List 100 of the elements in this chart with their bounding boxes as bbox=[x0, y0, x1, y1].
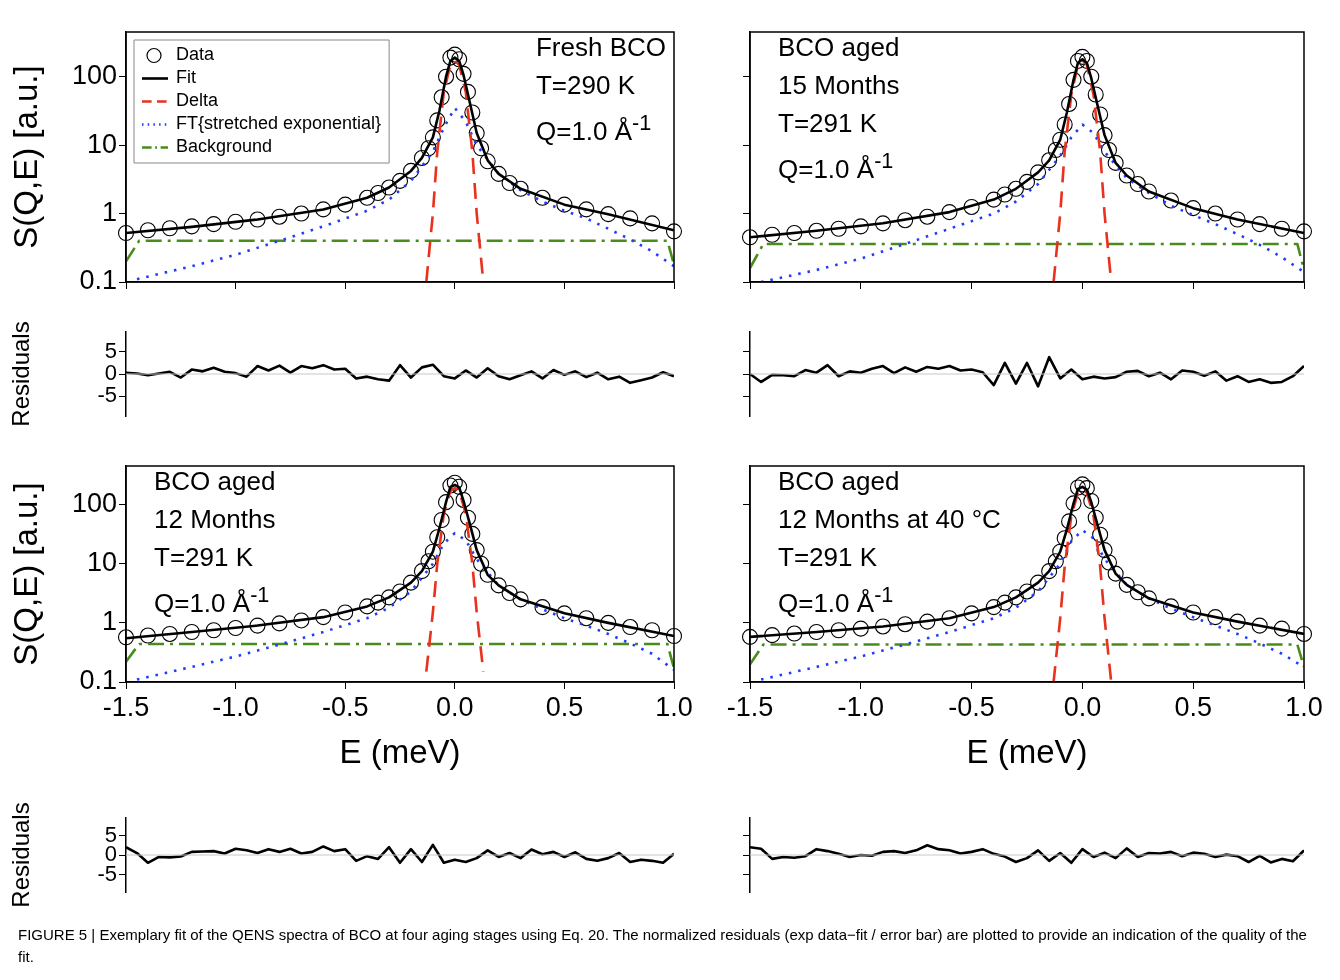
point bbox=[512, 180, 529, 197]
point bbox=[1065, 71, 1082, 88]
point bbox=[1083, 492, 1100, 510]
point bbox=[996, 186, 1013, 203]
point bbox=[446, 46, 463, 63]
point bbox=[420, 553, 437, 570]
x-tick-label: 1.0 bbox=[1285, 691, 1323, 722]
point bbox=[1295, 223, 1313, 240]
x-tick-label: -1.0 bbox=[837, 691, 885, 722]
point bbox=[600, 614, 617, 631]
point bbox=[852, 620, 869, 637]
point bbox=[644, 215, 661, 232]
point bbox=[183, 218, 200, 235]
point bbox=[1007, 589, 1024, 606]
annotation: 15 Months bbox=[778, 69, 900, 102]
point bbox=[1140, 183, 1157, 200]
y-tick-label: 0.1 bbox=[79, 265, 117, 296]
point bbox=[1056, 116, 1073, 133]
point bbox=[1129, 584, 1146, 601]
point bbox=[380, 589, 398, 606]
point bbox=[600, 206, 617, 223]
point bbox=[451, 478, 468, 495]
point bbox=[941, 610, 958, 627]
point bbox=[1074, 476, 1091, 493]
point bbox=[1018, 173, 1036, 190]
point bbox=[1185, 200, 1202, 217]
point bbox=[1118, 167, 1135, 184]
point bbox=[391, 172, 409, 189]
point bbox=[337, 196, 354, 213]
point bbox=[359, 189, 376, 206]
point bbox=[437, 494, 455, 511]
point bbox=[1018, 583, 1036, 600]
point bbox=[534, 189, 551, 206]
point bbox=[1083, 68, 1100, 85]
point bbox=[1007, 180, 1024, 197]
point bbox=[420, 140, 437, 157]
point bbox=[271, 615, 288, 632]
point bbox=[271, 208, 288, 225]
point bbox=[897, 212, 914, 229]
y-axis-title: Residuals bbox=[7, 321, 35, 427]
y-tick-label: 1 bbox=[101, 606, 117, 637]
point bbox=[205, 216, 222, 233]
point bbox=[665, 223, 683, 240]
point bbox=[446, 474, 463, 491]
point bbox=[874, 618, 892, 635]
x-tick-label: -0.5 bbox=[948, 691, 995, 722]
point bbox=[1107, 565, 1124, 582]
point bbox=[227, 213, 244, 230]
annotation: BCO aged bbox=[154, 465, 276, 498]
point bbox=[1065, 495, 1082, 512]
x-tick-label: 1.0 bbox=[655, 691, 693, 722]
point bbox=[337, 604, 354, 621]
point bbox=[249, 211, 266, 228]
point bbox=[1096, 542, 1113, 559]
point bbox=[764, 627, 781, 644]
point bbox=[479, 153, 496, 170]
y-tick-label: 5 bbox=[104, 337, 117, 363]
point bbox=[473, 140, 490, 157]
point bbox=[1100, 554, 1118, 571]
annotation: T=291 K bbox=[778, 541, 878, 574]
point bbox=[429, 529, 446, 546]
point bbox=[433, 89, 450, 106]
point bbox=[1047, 141, 1064, 159]
point bbox=[1251, 216, 1268, 233]
point bbox=[380, 179, 398, 196]
point bbox=[1047, 553, 1064, 570]
point bbox=[1056, 530, 1073, 547]
point bbox=[808, 623, 825, 641]
point bbox=[413, 563, 430, 580]
point bbox=[402, 574, 420, 591]
point bbox=[1092, 106, 1109, 123]
point bbox=[1162, 598, 1180, 615]
y-tick-label: 100 bbox=[71, 488, 117, 519]
point bbox=[468, 125, 485, 142]
point bbox=[161, 625, 178, 642]
point bbox=[501, 584, 518, 602]
point bbox=[665, 627, 683, 645]
point bbox=[1061, 513, 1078, 530]
x-tick-label: 0.5 bbox=[1174, 691, 1212, 722]
x-tick-label: -1.0 bbox=[212, 691, 259, 722]
point bbox=[315, 201, 332, 218]
point bbox=[161, 220, 178, 237]
annotation: 12 Months at 40 °C bbox=[778, 503, 1001, 536]
point bbox=[479, 566, 496, 583]
point bbox=[455, 491, 472, 508]
point bbox=[556, 196, 573, 213]
annotation: 12 Months bbox=[154, 503, 276, 536]
y-axis-title: S(Q,E) [a.u.] bbox=[6, 482, 44, 666]
point bbox=[429, 112, 446, 129]
point bbox=[1273, 220, 1290, 237]
point bbox=[437, 68, 455, 85]
point bbox=[534, 599, 551, 616]
point bbox=[897, 616, 914, 633]
point bbox=[1100, 141, 1118, 159]
legend-label: Fit bbox=[176, 67, 196, 88]
point bbox=[424, 543, 441, 560]
point bbox=[556, 605, 573, 622]
point bbox=[1069, 479, 1087, 496]
point bbox=[764, 226, 781, 243]
x-tick-label: -1.5 bbox=[726, 691, 774, 722]
